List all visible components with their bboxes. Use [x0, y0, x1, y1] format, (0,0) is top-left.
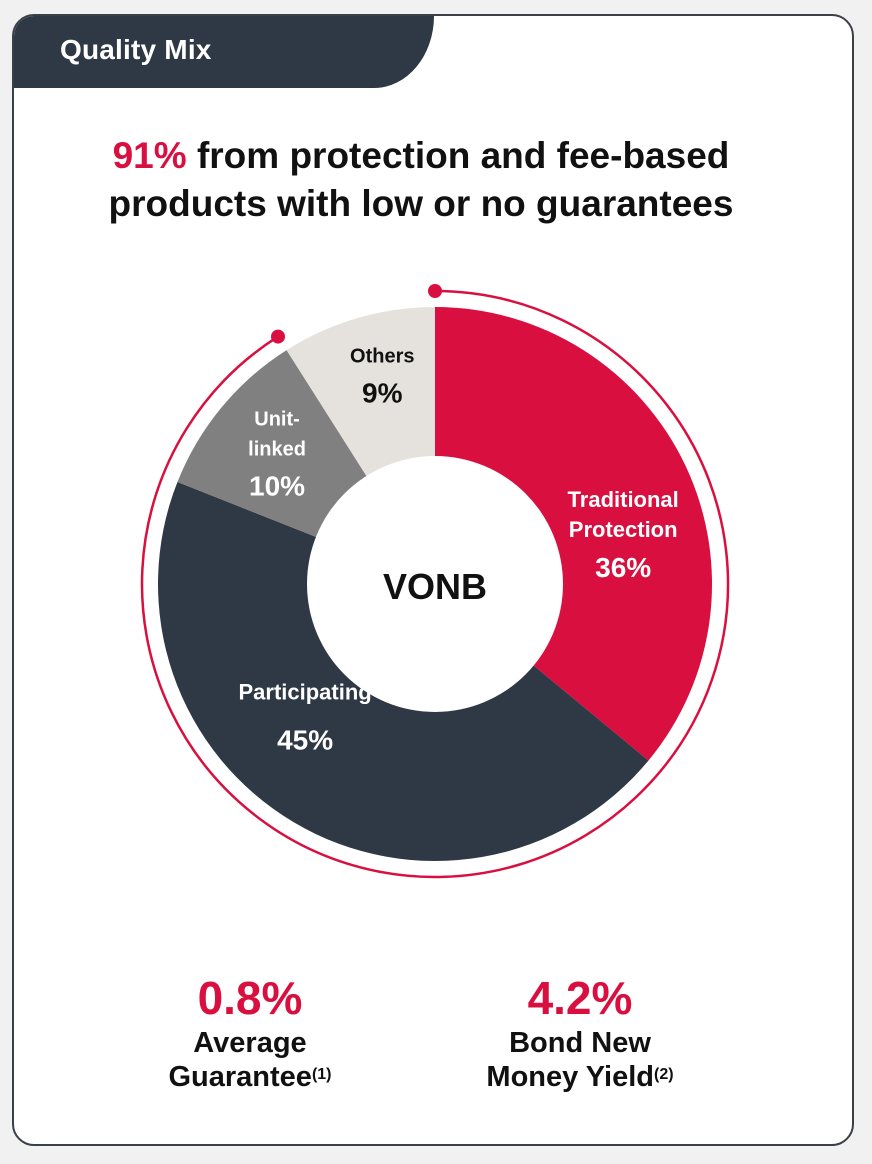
- average-guarantee-label-line2: Guarantee: [168, 1061, 312, 1093]
- donut-hole: [307, 456, 563, 712]
- headline: 91% from protection and fee-based produc…: [0, 132, 842, 228]
- headline-line2-text: products with low or no guarantees: [108, 183, 734, 224]
- slice-label-traditional-protection-line1: Traditional: [568, 487, 679, 512]
- slice-value-unit-linked: 10%: [249, 470, 305, 501]
- donut-center-label: VONB: [383, 566, 487, 607]
- section-tab: Quality Mix: [14, 16, 434, 88]
- footnote-2: (2): [654, 1066, 674, 1083]
- bond-yield-value: 4.2%: [527, 972, 633, 1024]
- average-guarantee-value: 0.8%: [197, 972, 303, 1024]
- slice-label-unit-linked-line1: Unit-: [254, 408, 300, 430]
- slice-label-others-line1: Others: [350, 346, 414, 368]
- average-guarantee-label-line1: Average: [193, 1027, 307, 1059]
- slice-value-traditional-protection: 36%: [595, 552, 651, 583]
- highlight-arc-end-dot: [271, 329, 286, 344]
- vonb-donut-chart: VONB Traditional Protection 36% Participati…: [140, 284, 730, 879]
- slice-label-traditional-protection-line2: Protection: [569, 517, 678, 542]
- highlight-arc: [140, 289, 730, 879]
- average-guarantee-label: Average Guarantee(1): [100, 1026, 400, 1094]
- highlight-arc-start-dot: [428, 284, 442, 298]
- bond-yield-label-line2: Money Yield: [486, 1061, 655, 1093]
- slice-label-participating-line1: Participating: [238, 680, 371, 705]
- slice-value-others: 9%: [362, 378, 403, 409]
- average-guarantee-stat: 0.8% Average Guarantee(1): [100, 970, 400, 1094]
- bond-yield-label: Bond New Money Yield(2): [430, 1026, 730, 1094]
- bond-yield-stat: 4.2% Bond New Money Yield(2): [430, 970, 730, 1094]
- section-title: Quality Mix: [60, 34, 212, 65]
- chart-slice-labels: Traditional Protection 36% Participating 45%…: [238, 346, 678, 756]
- headline-line1-text: from protection and fee-based: [196, 135, 730, 176]
- slice-value-participating: 45%: [277, 725, 333, 756]
- footnote-1: (1): [311, 1066, 332, 1083]
- slice-label-unit-linked-line2: linked: [248, 438, 306, 460]
- bond-yield-label-line1: Bond New: [509, 1027, 651, 1059]
- headline-accent-value: 91%: [112, 135, 187, 176]
- slice-traditional-protection: [435, 307, 713, 761]
